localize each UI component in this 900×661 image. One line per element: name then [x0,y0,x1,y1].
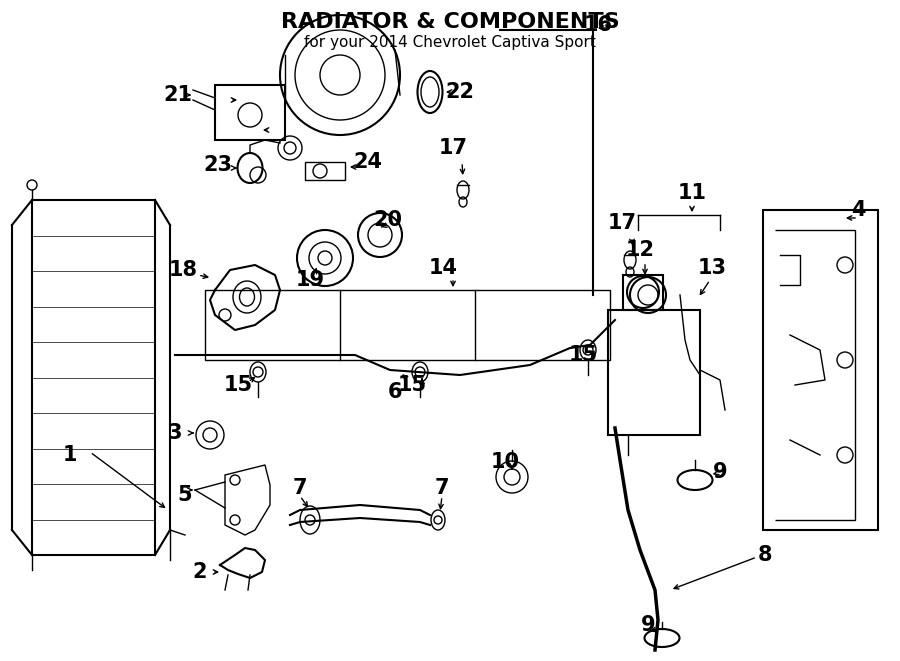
Text: 12: 12 [626,240,654,260]
Text: 7: 7 [435,478,449,498]
Text: 16: 16 [583,15,613,35]
Text: for your 2014 Chevrolet Captiva Sport: for your 2014 Chevrolet Captiva Sport [304,35,596,50]
Text: 17: 17 [608,213,636,233]
Text: 23: 23 [203,155,232,175]
Text: 15: 15 [223,375,253,395]
Text: 15: 15 [398,375,427,395]
Text: 2: 2 [193,562,207,582]
Text: 7: 7 [292,478,307,498]
Text: 18: 18 [168,260,197,280]
Text: RADIATOR & COMPONENTS: RADIATOR & COMPONENTS [281,12,619,32]
Bar [305,162,345,180]
Bar [763,210,878,530]
Text: 8: 8 [758,545,772,565]
Text: 5: 5 [177,485,193,505]
Text: 6: 6 [388,382,402,402]
Text: 11: 11 [678,183,707,203]
Bar [205,290,610,360]
Text: 19: 19 [295,270,325,290]
Text: 15: 15 [569,345,598,365]
Bar [608,310,700,435]
Text: 9: 9 [713,462,727,482]
Text: 17: 17 [438,138,467,158]
Text: 22: 22 [446,82,474,102]
Text: 1: 1 [63,445,77,465]
Text: 21: 21 [164,85,193,105]
Text: 9: 9 [641,615,655,635]
Bar [623,275,663,310]
Text: 14: 14 [428,258,457,278]
Text: 13: 13 [698,258,726,278]
Text: 4: 4 [850,200,865,220]
Bar [32,200,155,555]
Text: 24: 24 [354,152,382,172]
Text: 3: 3 [167,423,182,443]
Text: 20: 20 [374,210,402,230]
Bar [215,85,285,140]
Text: 10: 10 [491,452,519,472]
